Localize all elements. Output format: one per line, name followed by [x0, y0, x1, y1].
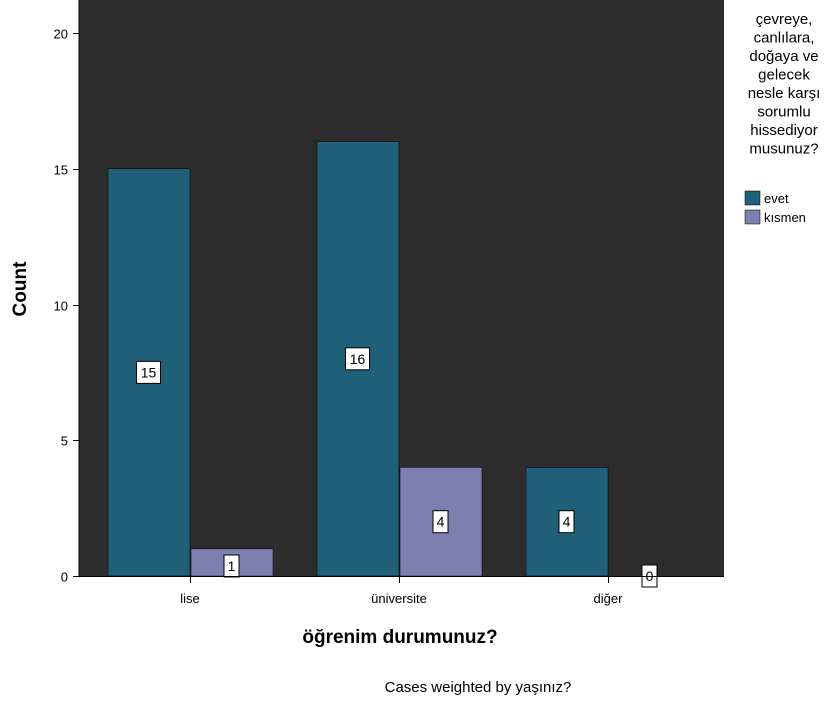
- y-tick-label: 15: [54, 163, 68, 178]
- legend-title-line: hissediyor: [750, 122, 818, 139]
- data-label-box: [432, 510, 449, 534]
- x-tick-label: üniversite: [371, 591, 427, 606]
- y-tick-label: 0: [61, 570, 68, 585]
- y-tick-label: 20: [54, 27, 68, 42]
- data-label-box: [345, 347, 370, 371]
- legend-title-line: gelecek: [758, 67, 810, 84]
- legend-title-line: nesle karşı: [748, 85, 821, 102]
- legend-title-line: canlılara,: [754, 30, 815, 47]
- legend-swatch: [744, 209, 761, 225]
- y-axis-title: Count: [10, 261, 31, 317]
- x-tick-label: lise: [180, 591, 200, 606]
- x-axis-title: öğrenim durumunuz?: [302, 627, 497, 648]
- data-label: 4: [437, 514, 445, 530]
- y-tick-label: 5: [61, 434, 68, 449]
- legend-title-line: musunuz?: [749, 141, 818, 158]
- legend-title-line: doğaya ve: [749, 48, 818, 65]
- legend-title-line: sorumlu: [757, 104, 810, 121]
- legend-title-line: çevreye,: [756, 11, 813, 28]
- x-tick-label: diğer: [594, 591, 624, 606]
- legend: çevreye, canlılara,doğaya ve geleceknesle …: [744, 11, 821, 225]
- legend-swatch: [744, 190, 761, 206]
- footnote: Cases weighted by yaşınız?: [385, 679, 572, 696]
- data-label: 4: [563, 514, 571, 530]
- data-label: 1: [228, 558, 236, 574]
- data-label-box: [136, 360, 161, 384]
- legend-label: evet: [764, 191, 789, 206]
- x-ticks-layer: lise üniversite diğer: [180, 577, 623, 606]
- data-label: 16: [350, 351, 366, 367]
- data-label: 15: [141, 364, 157, 380]
- y-tick-label: 10: [54, 299, 68, 314]
- legend-label: kısmen: [764, 210, 806, 225]
- y-ticks-layer: 0 5 10 15 20: [54, 27, 79, 585]
- data-label-box: [558, 510, 575, 534]
